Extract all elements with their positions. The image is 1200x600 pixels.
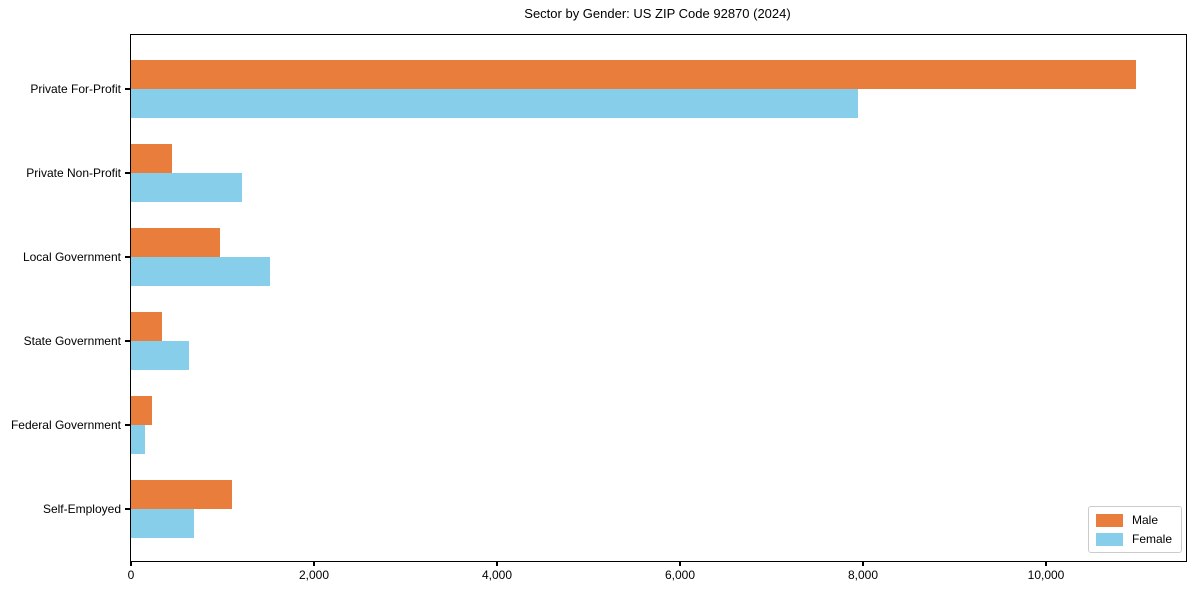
plot-area bbox=[130, 34, 1187, 562]
x-axis-tick-label: 8,000 bbox=[847, 568, 879, 582]
bar-male-state-government bbox=[131, 312, 162, 341]
bar-female-local-government bbox=[131, 257, 270, 286]
y-axis-tick bbox=[125, 340, 130, 342]
bar-female-federal-government bbox=[131, 425, 146, 454]
legend-row-female: Female bbox=[1095, 532, 1172, 546]
bar-male-private-for-profit bbox=[131, 60, 1136, 89]
legend-row-male: Male bbox=[1095, 513, 1172, 527]
x-axis-tick-label: 4,000 bbox=[481, 568, 513, 582]
y-axis-label: Private Non-Profit bbox=[26, 166, 121, 180]
y-axis-tick bbox=[125, 172, 130, 174]
bar-female-private-non-profit bbox=[131, 173, 242, 202]
x-axis-tick-label: 10,000 bbox=[1027, 568, 1065, 582]
legend-label-male: Male bbox=[1131, 513, 1158, 527]
legend-swatch-male bbox=[1095, 513, 1123, 527]
bar-female-private-for-profit bbox=[131, 89, 858, 118]
x-axis-tick bbox=[1045, 561, 1047, 566]
bar-female-self-employed bbox=[131, 509, 194, 538]
bar-male-self-employed bbox=[131, 480, 232, 509]
y-axis-label: Federal Government bbox=[10, 418, 121, 432]
x-axis-tick bbox=[496, 561, 498, 566]
x-axis-tick-label: 6,000 bbox=[664, 568, 696, 582]
y-axis-tick bbox=[125, 508, 130, 510]
bar-male-local-government bbox=[131, 228, 220, 257]
legend-swatch-female bbox=[1095, 532, 1123, 546]
y-axis-tick bbox=[125, 424, 130, 426]
y-axis-label: Local Government bbox=[22, 250, 121, 264]
bar-male-private-non-profit bbox=[131, 144, 172, 173]
y-axis-tick bbox=[125, 256, 130, 258]
bar-male-federal-government bbox=[131, 396, 153, 425]
x-axis-tick bbox=[130, 561, 132, 566]
x-axis-tick bbox=[313, 561, 315, 566]
y-axis-label: Self-Employed bbox=[42, 502, 121, 516]
bar-female-state-government bbox=[131, 341, 190, 370]
chart-title: Sector by Gender: US ZIP Code 92870 (202… bbox=[524, 6, 791, 21]
legend: Male Female bbox=[1087, 506, 1182, 553]
y-axis-label: State Government bbox=[23, 334, 121, 348]
plot-layer: Male Female 0 2,000 4,000 6,000 8,000 10,000 bbox=[125, 35, 1186, 582]
x-axis-tick-label: 2,000 bbox=[298, 568, 330, 582]
x-axis-tick-label: 0 bbox=[127, 568, 135, 582]
y-axis-label: Private For-Profit bbox=[30, 82, 121, 96]
y-axis-tick bbox=[125, 88, 130, 90]
x-axis-tick bbox=[862, 561, 864, 566]
legend-label-female: Female bbox=[1131, 532, 1172, 546]
x-axis-tick bbox=[679, 561, 681, 566]
